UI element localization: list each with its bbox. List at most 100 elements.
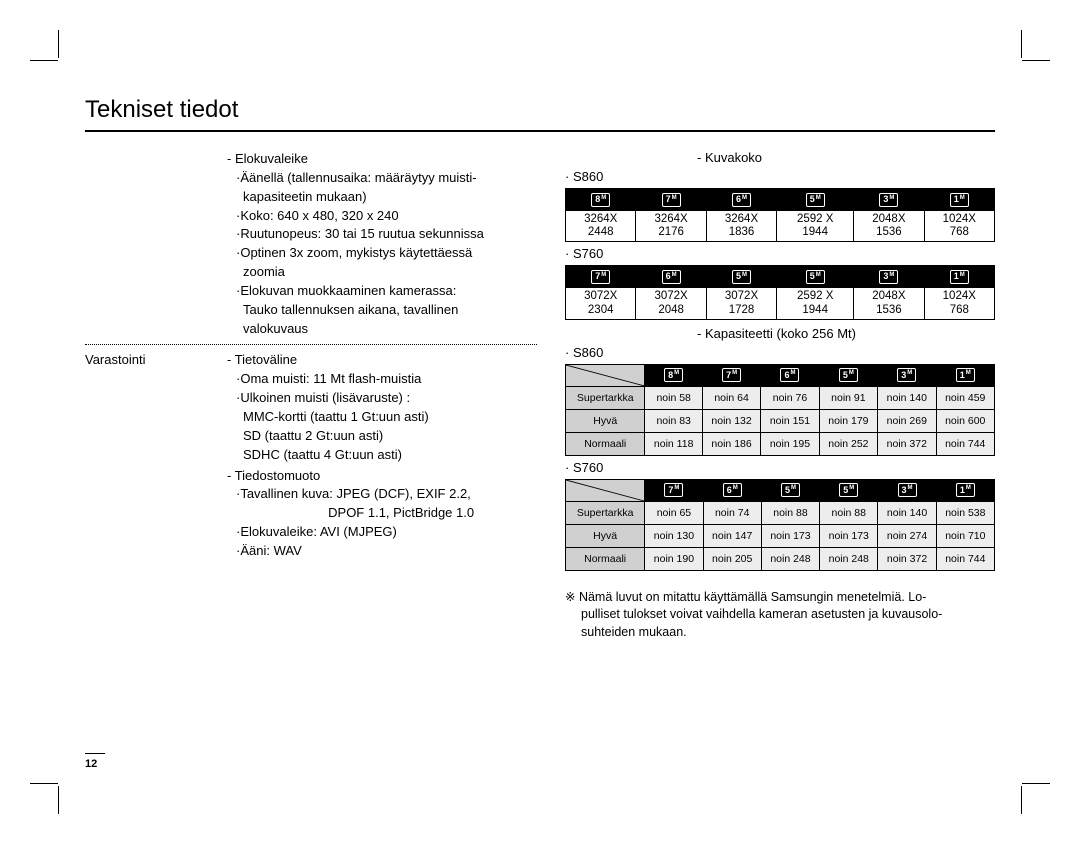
movie-heading: - Elokuvaleike [227, 150, 537, 169]
table-cell: noin 274 [878, 524, 936, 547]
spec-line: valokuvaus [227, 320, 537, 339]
left-column: - Elokuvaleike ·Äänellä (tallennusaika: … [85, 150, 537, 641]
spec-line: ·Elokuvaleike: AVI (MJPEG) [227, 523, 537, 542]
row-label: Normaali [566, 547, 645, 570]
table-cell: noin 186 [702, 432, 760, 455]
table-cell: noin 140 [878, 386, 936, 409]
spec-line: ·Oma muisti: 11 Mt flash-muistia [227, 370, 537, 389]
table-cell: noin 74 [703, 501, 761, 524]
spec-line: ·Optinen 3x zoom, mykistys käytettäessä [227, 244, 537, 263]
table-cell: 3072X2048 [636, 288, 706, 319]
spec-line: SDHC (taattu 4 Gt:uun asti) [227, 446, 537, 465]
table-cell: noin 538 [936, 501, 994, 524]
table-cell: 2048X1536 [854, 211, 924, 242]
megapixel-icon: 6M [662, 270, 681, 284]
megapixel-icon: 7M [722, 368, 741, 382]
spec-line: DPOF 1.1, PictBridge 1.0 [227, 504, 537, 523]
row-label: Hyvä [566, 409, 645, 432]
megapixel-icon: 8M [591, 193, 610, 207]
megapixel-icon: 5M [732, 270, 751, 284]
footnote: ※ Nämä luvut on mitattu käyttämällä Sams… [565, 589, 995, 642]
table-cell: noin 88 [761, 501, 819, 524]
table-cell: noin 140 [878, 501, 936, 524]
megapixel-icon: 3M [879, 270, 898, 284]
table-cell: noin 91 [819, 386, 877, 409]
spec-line: MMC-kortti (taattu 1 Gt:uun asti) [227, 408, 537, 427]
megapixel-icon: 5M [806, 193, 825, 207]
table-cell: noin 459 [936, 386, 995, 409]
megapixel-icon: 7M [662, 193, 681, 207]
table-cell: noin 600 [936, 409, 995, 432]
spec-line: ·Äänellä (tallennusaika: määräytyy muist… [227, 169, 537, 188]
resolution-table-s760: 7M6M5M5M3M1M3072X23043072X20483072X17282… [565, 265, 995, 319]
table-cell: noin 195 [761, 432, 819, 455]
megapixel-icon: 3M [879, 193, 898, 207]
megapixel-icon: 1M [950, 193, 969, 207]
table-cell: noin 179 [819, 409, 877, 432]
megapixel-icon: 8M [664, 368, 683, 382]
spec-line: ·Tavallinen kuva: JPEG (DCF), EXIF 2.2, [227, 485, 537, 504]
table-cell: noin 65 [645, 501, 703, 524]
table-cell: noin 744 [936, 547, 994, 570]
spec-line: ·Ääni: WAV [227, 542, 537, 561]
spec-line: ·Koko: 640 x 480, 320 x 240 [227, 207, 537, 226]
table-cell: noin 76 [761, 386, 819, 409]
storage-label: Varastointi [85, 351, 227, 560]
page-number: 12 [85, 753, 105, 770]
table-cell: noin 147 [703, 524, 761, 547]
table-cell: 2592 X1944 [777, 211, 854, 242]
spec-line: ·Elokuvan muokkaaminen kamerassa: [227, 282, 537, 301]
table-cell: noin 710 [936, 524, 994, 547]
table-cell: noin 64 [702, 386, 760, 409]
media-heading: - Tietoväline [227, 351, 537, 370]
table-cell: noin 130 [645, 524, 703, 547]
table-cell: noin 269 [878, 409, 936, 432]
table-cell: 3264X2448 [566, 211, 636, 242]
table-cell: noin 88 [820, 501, 878, 524]
spec-line: SD (taattu 2 Gt:uun asti) [227, 427, 537, 446]
megapixel-icon: 1M [950, 270, 969, 284]
spec-line: ·Ruutunopeus: 30 tai 15 ruutua sekunniss… [227, 225, 537, 244]
format-heading: - Tiedostomuoto [227, 467, 537, 486]
row-label: Normaali [566, 432, 645, 455]
row-label: Supertarkka [566, 386, 645, 409]
right-column: - Kuvakoko · S860 8M7M6M5M3M1M3264X24483… [565, 150, 995, 641]
table-cell: 1024X768 [924, 288, 994, 319]
table-cell: 3264X1836 [706, 211, 776, 242]
model-label: · S860 [565, 169, 995, 184]
megapixel-icon: 7M [664, 483, 683, 497]
table-cell: noin 190 [645, 547, 703, 570]
megapixel-icon: 1M [956, 368, 975, 382]
table-cell: noin 83 [645, 409, 702, 432]
table-cell: noin 252 [819, 432, 877, 455]
table-cell: noin 173 [761, 524, 819, 547]
megapixel-icon: 3M [898, 483, 917, 497]
capacity-heading: - Kapasiteetti (koko 256 Mt) [565, 326, 995, 341]
table-cell: noin 118 [645, 432, 702, 455]
table-cell: 3072X2304 [566, 288, 636, 319]
spec-line: zoomia [227, 263, 537, 282]
megapixel-icon: 5M [839, 368, 858, 382]
table-cell: 1024X768 [924, 211, 994, 242]
page-title: Tekniset tiedot [85, 96, 995, 132]
megapixel-icon: 6M [732, 193, 751, 207]
table-cell: noin 205 [703, 547, 761, 570]
table-cell: 2592 X1944 [777, 288, 854, 319]
separator [85, 344, 537, 345]
imgsize-heading: - Kuvakoko [565, 150, 995, 165]
table-cell: 2048X1536 [854, 288, 924, 319]
capacity-table-s860: 8M7M6M5M3M1MSupertarkkanoin 58noin 64noi… [565, 364, 995, 456]
megapixel-icon: 6M [723, 483, 742, 497]
model-label: · S760 [565, 246, 995, 261]
megapixel-icon: 1M [956, 483, 975, 497]
table-cell: noin 132 [702, 409, 760, 432]
table-cell: noin 744 [936, 432, 995, 455]
resolution-table-s860: 8M7M6M5M3M1M3264X24483264X21763264X18362… [565, 188, 995, 242]
capacity-table-s760: 7M6M5M5M3M1MSupertarkkanoin 65noin 74noi… [565, 479, 995, 571]
table-cell: noin 372 [878, 432, 936, 455]
spec-line: kapasiteetin mukaan) [227, 188, 537, 207]
table-cell: 3264X2176 [636, 211, 706, 242]
table-cell: noin 151 [761, 409, 819, 432]
table-cell: noin 372 [878, 547, 936, 570]
table-cell: noin 248 [761, 547, 819, 570]
